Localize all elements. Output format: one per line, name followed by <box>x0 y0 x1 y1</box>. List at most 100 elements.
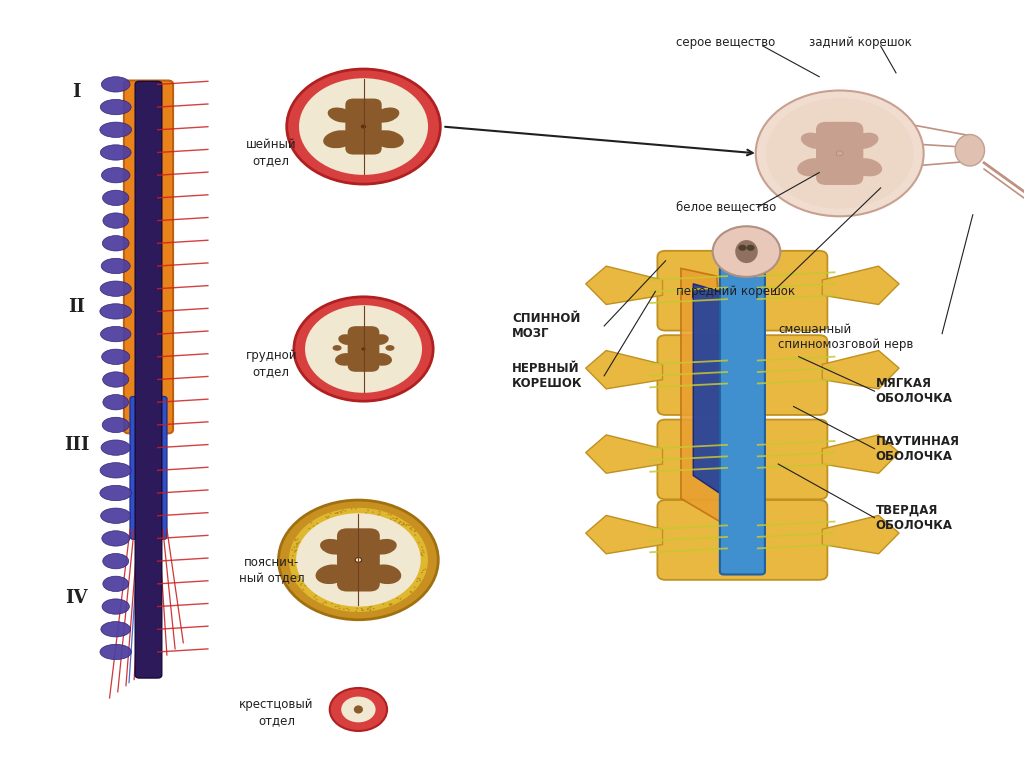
Text: II: II <box>69 298 85 316</box>
Circle shape <box>423 551 425 553</box>
Circle shape <box>341 696 376 723</box>
Circle shape <box>305 305 422 393</box>
FancyBboxPatch shape <box>337 528 380 591</box>
Circle shape <box>325 516 327 518</box>
Text: IV: IV <box>66 589 88 607</box>
FancyBboxPatch shape <box>657 251 827 331</box>
Circle shape <box>398 522 400 524</box>
Circle shape <box>410 528 412 529</box>
Circle shape <box>388 514 389 515</box>
Circle shape <box>421 554 423 555</box>
Ellipse shape <box>100 644 131 660</box>
Circle shape <box>335 606 337 607</box>
Text: грудной
отдел: грудной отдел <box>246 349 297 378</box>
Ellipse shape <box>102 190 129 206</box>
Ellipse shape <box>385 345 394 351</box>
Circle shape <box>315 594 317 596</box>
Ellipse shape <box>373 130 403 148</box>
Circle shape <box>356 607 358 609</box>
Ellipse shape <box>100 621 131 637</box>
Circle shape <box>312 525 314 527</box>
FancyBboxPatch shape <box>720 250 765 574</box>
Ellipse shape <box>328 107 353 123</box>
Circle shape <box>355 611 357 612</box>
Circle shape <box>292 555 294 557</box>
Circle shape <box>350 508 352 509</box>
Ellipse shape <box>354 706 362 713</box>
Circle shape <box>746 245 755 251</box>
Circle shape <box>419 578 421 580</box>
Circle shape <box>293 565 295 566</box>
Ellipse shape <box>315 565 347 584</box>
Circle shape <box>297 577 299 578</box>
Ellipse shape <box>735 240 758 263</box>
Ellipse shape <box>801 133 828 149</box>
Ellipse shape <box>101 77 130 92</box>
Circle shape <box>310 522 312 524</box>
Ellipse shape <box>851 158 882 176</box>
Circle shape <box>296 549 297 551</box>
Circle shape <box>287 69 440 184</box>
Circle shape <box>304 584 306 586</box>
Circle shape <box>362 610 365 611</box>
Circle shape <box>411 527 413 528</box>
FancyBboxPatch shape <box>657 420 827 499</box>
Ellipse shape <box>100 122 131 137</box>
Circle shape <box>330 688 387 731</box>
Ellipse shape <box>102 235 129 251</box>
Circle shape <box>296 513 421 607</box>
Circle shape <box>419 580 421 581</box>
Circle shape <box>394 520 396 522</box>
Circle shape <box>294 559 296 561</box>
Circle shape <box>294 297 433 401</box>
Circle shape <box>295 550 296 551</box>
Circle shape <box>324 601 326 603</box>
Ellipse shape <box>100 486 131 501</box>
Circle shape <box>371 606 373 607</box>
Ellipse shape <box>102 213 129 229</box>
Ellipse shape <box>100 100 131 115</box>
Text: крестцовый
отдел: крестцовый отдел <box>240 698 313 727</box>
Text: III: III <box>65 436 89 454</box>
Circle shape <box>360 608 362 609</box>
Ellipse shape <box>102 554 129 569</box>
Ellipse shape <box>101 440 130 456</box>
Circle shape <box>399 598 401 600</box>
Ellipse shape <box>374 107 399 123</box>
Circle shape <box>368 509 369 511</box>
Circle shape <box>346 607 348 609</box>
Circle shape <box>390 604 392 605</box>
Circle shape <box>338 605 339 607</box>
Circle shape <box>389 604 391 606</box>
Ellipse shape <box>102 599 129 614</box>
Circle shape <box>400 524 402 525</box>
Text: шейный
отдел: шейный отдел <box>246 138 297 167</box>
Circle shape <box>396 518 398 519</box>
Ellipse shape <box>100 327 131 342</box>
Circle shape <box>328 516 330 517</box>
Circle shape <box>343 608 345 610</box>
Text: белое вещество: белое вещество <box>676 201 776 213</box>
Circle shape <box>366 512 368 514</box>
Text: ПАУТИННАЯ
ОБОЛОЧКА: ПАУТИННАЯ ОБОЛОЧКА <box>876 435 959 463</box>
Circle shape <box>402 522 404 524</box>
FancyBboxPatch shape <box>816 122 863 185</box>
FancyBboxPatch shape <box>657 500 827 580</box>
Circle shape <box>322 603 324 604</box>
Text: задний корешок: задний корешок <box>809 36 911 48</box>
Circle shape <box>336 512 338 513</box>
Ellipse shape <box>100 508 131 523</box>
Circle shape <box>422 570 424 571</box>
Circle shape <box>297 538 299 540</box>
Circle shape <box>399 522 401 523</box>
Circle shape <box>339 607 341 609</box>
Ellipse shape <box>372 334 389 345</box>
Circle shape <box>422 555 424 556</box>
Polygon shape <box>586 435 663 473</box>
Ellipse shape <box>324 130 354 148</box>
Ellipse shape <box>100 463 131 478</box>
Text: МЯГКАЯ
ОБОЛОЧКА: МЯГКАЯ ОБОЛОЧКА <box>876 377 952 405</box>
Circle shape <box>766 98 913 209</box>
FancyBboxPatch shape <box>657 335 827 415</box>
Circle shape <box>302 589 304 591</box>
